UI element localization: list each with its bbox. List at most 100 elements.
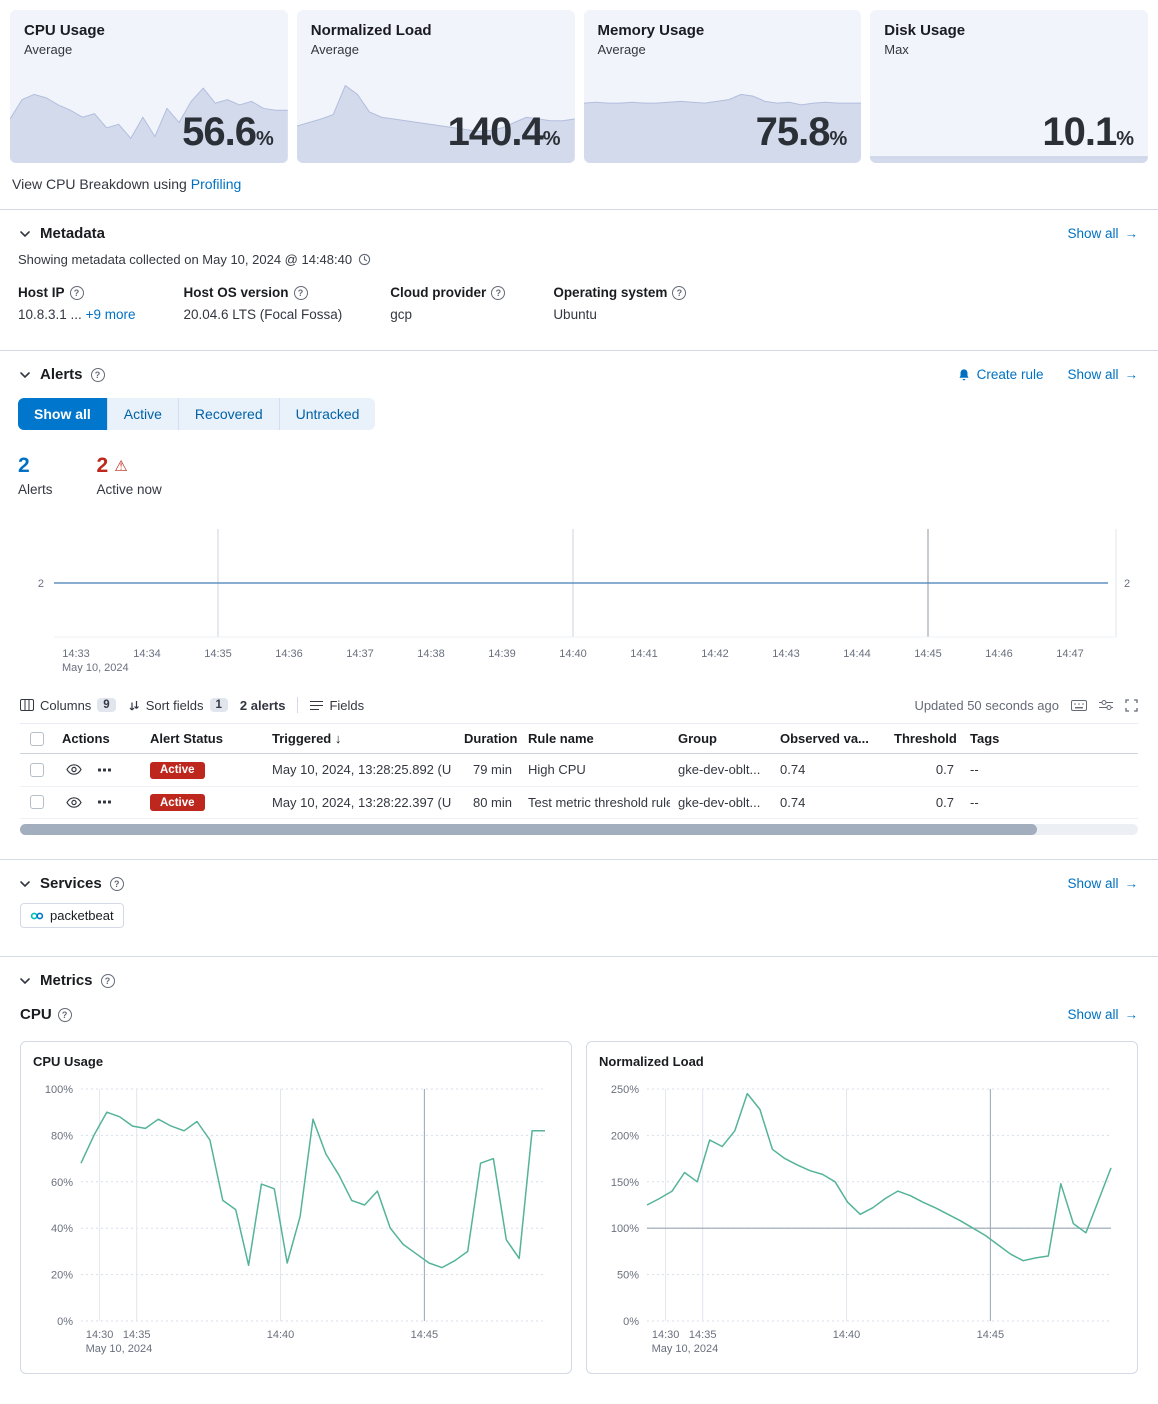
svg-text:14:44: 14:44 xyxy=(843,648,871,660)
cpu-usage-chart-panel: CPU Usage 0% 20% 40% 60% 80% 100% 14:30 14:35 14… xyxy=(20,1041,572,1374)
metadata-collected-note: Showing metadata collected on May 10, 20… xyxy=(0,251,1158,279)
svg-text:14:35: 14:35 xyxy=(123,1329,151,1341)
question-icon[interactable]: ? xyxy=(57,1007,72,1022)
header-tags[interactable]: Tags xyxy=(970,731,1000,746)
svg-text:14:36: 14:36 xyxy=(275,648,303,660)
header-actions[interactable]: Actions xyxy=(62,731,110,746)
kpi-card-disk-usage: Disk Usage Max 10.1% xyxy=(870,10,1148,163)
row-actions-menu-icon[interactable] xyxy=(98,768,111,772)
question-icon[interactable]: ? xyxy=(491,285,506,300)
columns-button[interactable]: Columns 9 xyxy=(20,698,116,713)
alerts-active-count-block: 2 ⚠ Active now xyxy=(97,454,162,497)
fullscreen-button[interactable] xyxy=(1125,698,1138,712)
header-group[interactable]: Group xyxy=(678,731,717,746)
metadata-field-host-ip: Host IP? 10.8.3.1 ... +9 more xyxy=(18,285,135,322)
cell-reason: Ave xyxy=(1132,755,1138,784)
fields-button[interactable]: Fields xyxy=(310,698,364,713)
chevron-down-icon[interactable] xyxy=(18,368,32,382)
section-divider xyxy=(0,350,1158,351)
table-horizontal-scrollbar xyxy=(20,824,1138,835)
header-rule-name[interactable]: Rule name xyxy=(528,731,594,746)
kpi-subtitle: Max xyxy=(884,42,909,57)
cell-rule-name: Test metric threshold rule xyxy=(528,794,670,810)
display-options-button[interactable] xyxy=(1099,699,1113,711)
question-icon[interactable]: ? xyxy=(109,876,124,891)
field-value: 10.8.3.1 ... +9 more xyxy=(18,307,136,322)
chevron-down-icon[interactable] xyxy=(18,974,32,988)
field-label: Operating system xyxy=(553,285,668,300)
svg-text:14:33: 14:33 xyxy=(62,648,90,660)
question-icon[interactable]: ? xyxy=(90,367,105,382)
svg-text:14:30: 14:30 xyxy=(86,1329,114,1341)
metrics-show-all-link[interactable]: Show all → xyxy=(1067,1007,1138,1022)
columns-icon xyxy=(20,699,34,711)
svg-text:200%: 200% xyxy=(611,1130,639,1142)
create-rule-link[interactable]: Create rule xyxy=(957,367,1043,382)
tab-untracked[interactable]: Untracked xyxy=(278,398,376,430)
header-observed-value[interactable]: Observed va... xyxy=(780,731,869,746)
svg-text:0%: 0% xyxy=(57,1316,73,1328)
row-actions-menu-icon[interactable] xyxy=(98,800,111,804)
status-badge[interactable]: Active xyxy=(150,761,205,779)
select-all-checkbox[interactable] xyxy=(30,731,44,746)
row-checkbox[interactable] xyxy=(30,795,44,810)
service-name: packetbeat xyxy=(50,908,114,923)
svg-text:14:45: 14:45 xyxy=(914,648,942,660)
scrollbar-thumb[interactable] xyxy=(20,824,1038,835)
updated-text: Updated 50 seconds ago xyxy=(914,697,1059,713)
sort-fields-button[interactable]: Sort fields 1 xyxy=(128,698,228,713)
svg-text:14:30: 14:30 xyxy=(652,1329,680,1341)
tab-show-all[interactable]: Show all xyxy=(18,398,107,430)
metadata-field-operating-system: Operating system? Ubuntu xyxy=(553,285,687,322)
svg-text:May 10, 2024: May 10, 2024 xyxy=(62,662,129,673)
row-checkbox[interactable] xyxy=(30,762,44,777)
field-label: Host OS version xyxy=(183,285,289,300)
service-badge-packetbeat[interactable]: packetbeat xyxy=(20,903,124,928)
kpi-value: 56.6% xyxy=(182,110,274,154)
arrow-right-icon: → xyxy=(1124,226,1139,241)
chevron-down-icon[interactable] xyxy=(18,227,32,241)
sort-icon xyxy=(128,699,140,712)
status-badge[interactable]: Active xyxy=(150,794,205,811)
view-alert-eye-icon[interactable] xyxy=(66,764,82,776)
profiling-link[interactable]: Profiling xyxy=(190,176,242,192)
svg-text:80%: 80% xyxy=(51,1130,73,1142)
alert-row-1: Active May 10, 2024, 13:28:25.892 (U 79 … xyxy=(20,754,1138,787)
tab-recovered[interactable]: Recovered xyxy=(177,398,279,430)
question-icon[interactable]: ? xyxy=(672,285,687,300)
alerts-show-all-link[interactable]: Show all → xyxy=(1067,367,1138,382)
host-ip-more-link[interactable]: +9 more xyxy=(85,307,136,322)
list-icon xyxy=(310,700,324,711)
profiling-note-text: View CPU Breakdown using xyxy=(12,176,187,192)
field-value: 20.04.6 LTS (Focal Fossa) xyxy=(183,307,343,322)
kpi-card-cpu-usage: CPU Usage Average 56.6% xyxy=(10,10,288,163)
cell-tags: -- xyxy=(970,794,979,810)
view-alert-eye-icon[interactable] xyxy=(66,796,82,808)
svg-text:14:41: 14:41 xyxy=(630,648,658,660)
field-label: Host IP xyxy=(18,285,65,300)
services-show-all-link[interactable]: Show all → xyxy=(1067,876,1138,891)
chevron-down-icon[interactable] xyxy=(18,877,32,891)
header-triggered[interactable]: Triggered ↓ xyxy=(272,731,342,746)
alert-row-2: Active May 10, 2024, 13:28:22.397 (U 80 … xyxy=(20,787,1138,819)
cell-tags: -- xyxy=(970,762,979,778)
kpi-title: CPU Usage xyxy=(24,22,105,39)
svg-text:2: 2 xyxy=(38,578,44,590)
arrow-right-icon: → xyxy=(1124,367,1139,382)
svg-text:20%: 20% xyxy=(51,1270,73,1282)
header-duration[interactable]: Duration xyxy=(464,731,518,746)
question-icon[interactable]: ? xyxy=(293,285,308,300)
header-reason[interactable]: Rea xyxy=(1132,724,1138,753)
cell-group: gke-dev-oblt... xyxy=(678,762,761,778)
header-threshold[interactable]: Threshold xyxy=(894,731,957,746)
sort-count-badge: 1 xyxy=(209,698,228,712)
question-icon[interactable]: ? xyxy=(69,285,84,300)
keyboard-shortcuts-button[interactable] xyxy=(1071,699,1087,711)
kpi-subtitle: Average xyxy=(24,42,73,57)
svg-text:14:45: 14:45 xyxy=(411,1329,439,1341)
question-icon[interactable]: ? xyxy=(100,973,115,988)
header-alert-status[interactable]: Alert Status xyxy=(150,731,223,746)
metadata-show-all-link[interactable]: Show all → xyxy=(1067,226,1138,241)
svg-text:14:47: 14:47 xyxy=(1056,648,1084,660)
tab-active[interactable]: Active xyxy=(106,398,178,430)
